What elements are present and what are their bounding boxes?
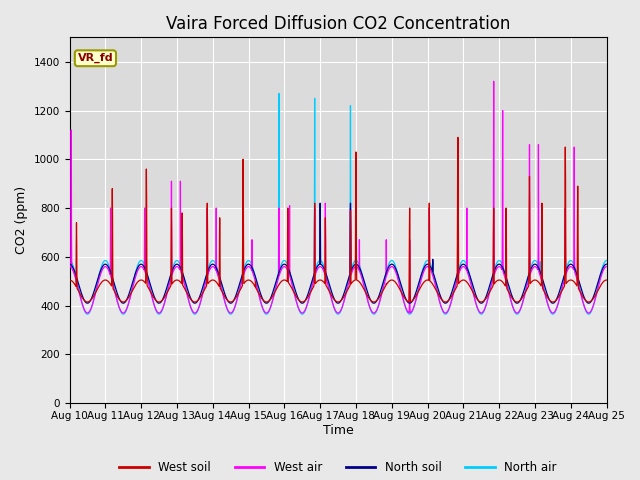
Legend: West soil, West air, North soil, North air: West soil, West air, North soil, North a… bbox=[115, 456, 561, 479]
Bar bbox=[70, 37, 607, 208]
Text: VR_fd: VR_fd bbox=[77, 53, 113, 63]
Title: Vaira Forced Diffusion CO2 Concentration: Vaira Forced Diffusion CO2 Concentration bbox=[166, 15, 510, 33]
Y-axis label: CO2 (ppm): CO2 (ppm) bbox=[15, 186, 28, 254]
X-axis label: Time: Time bbox=[323, 424, 353, 437]
